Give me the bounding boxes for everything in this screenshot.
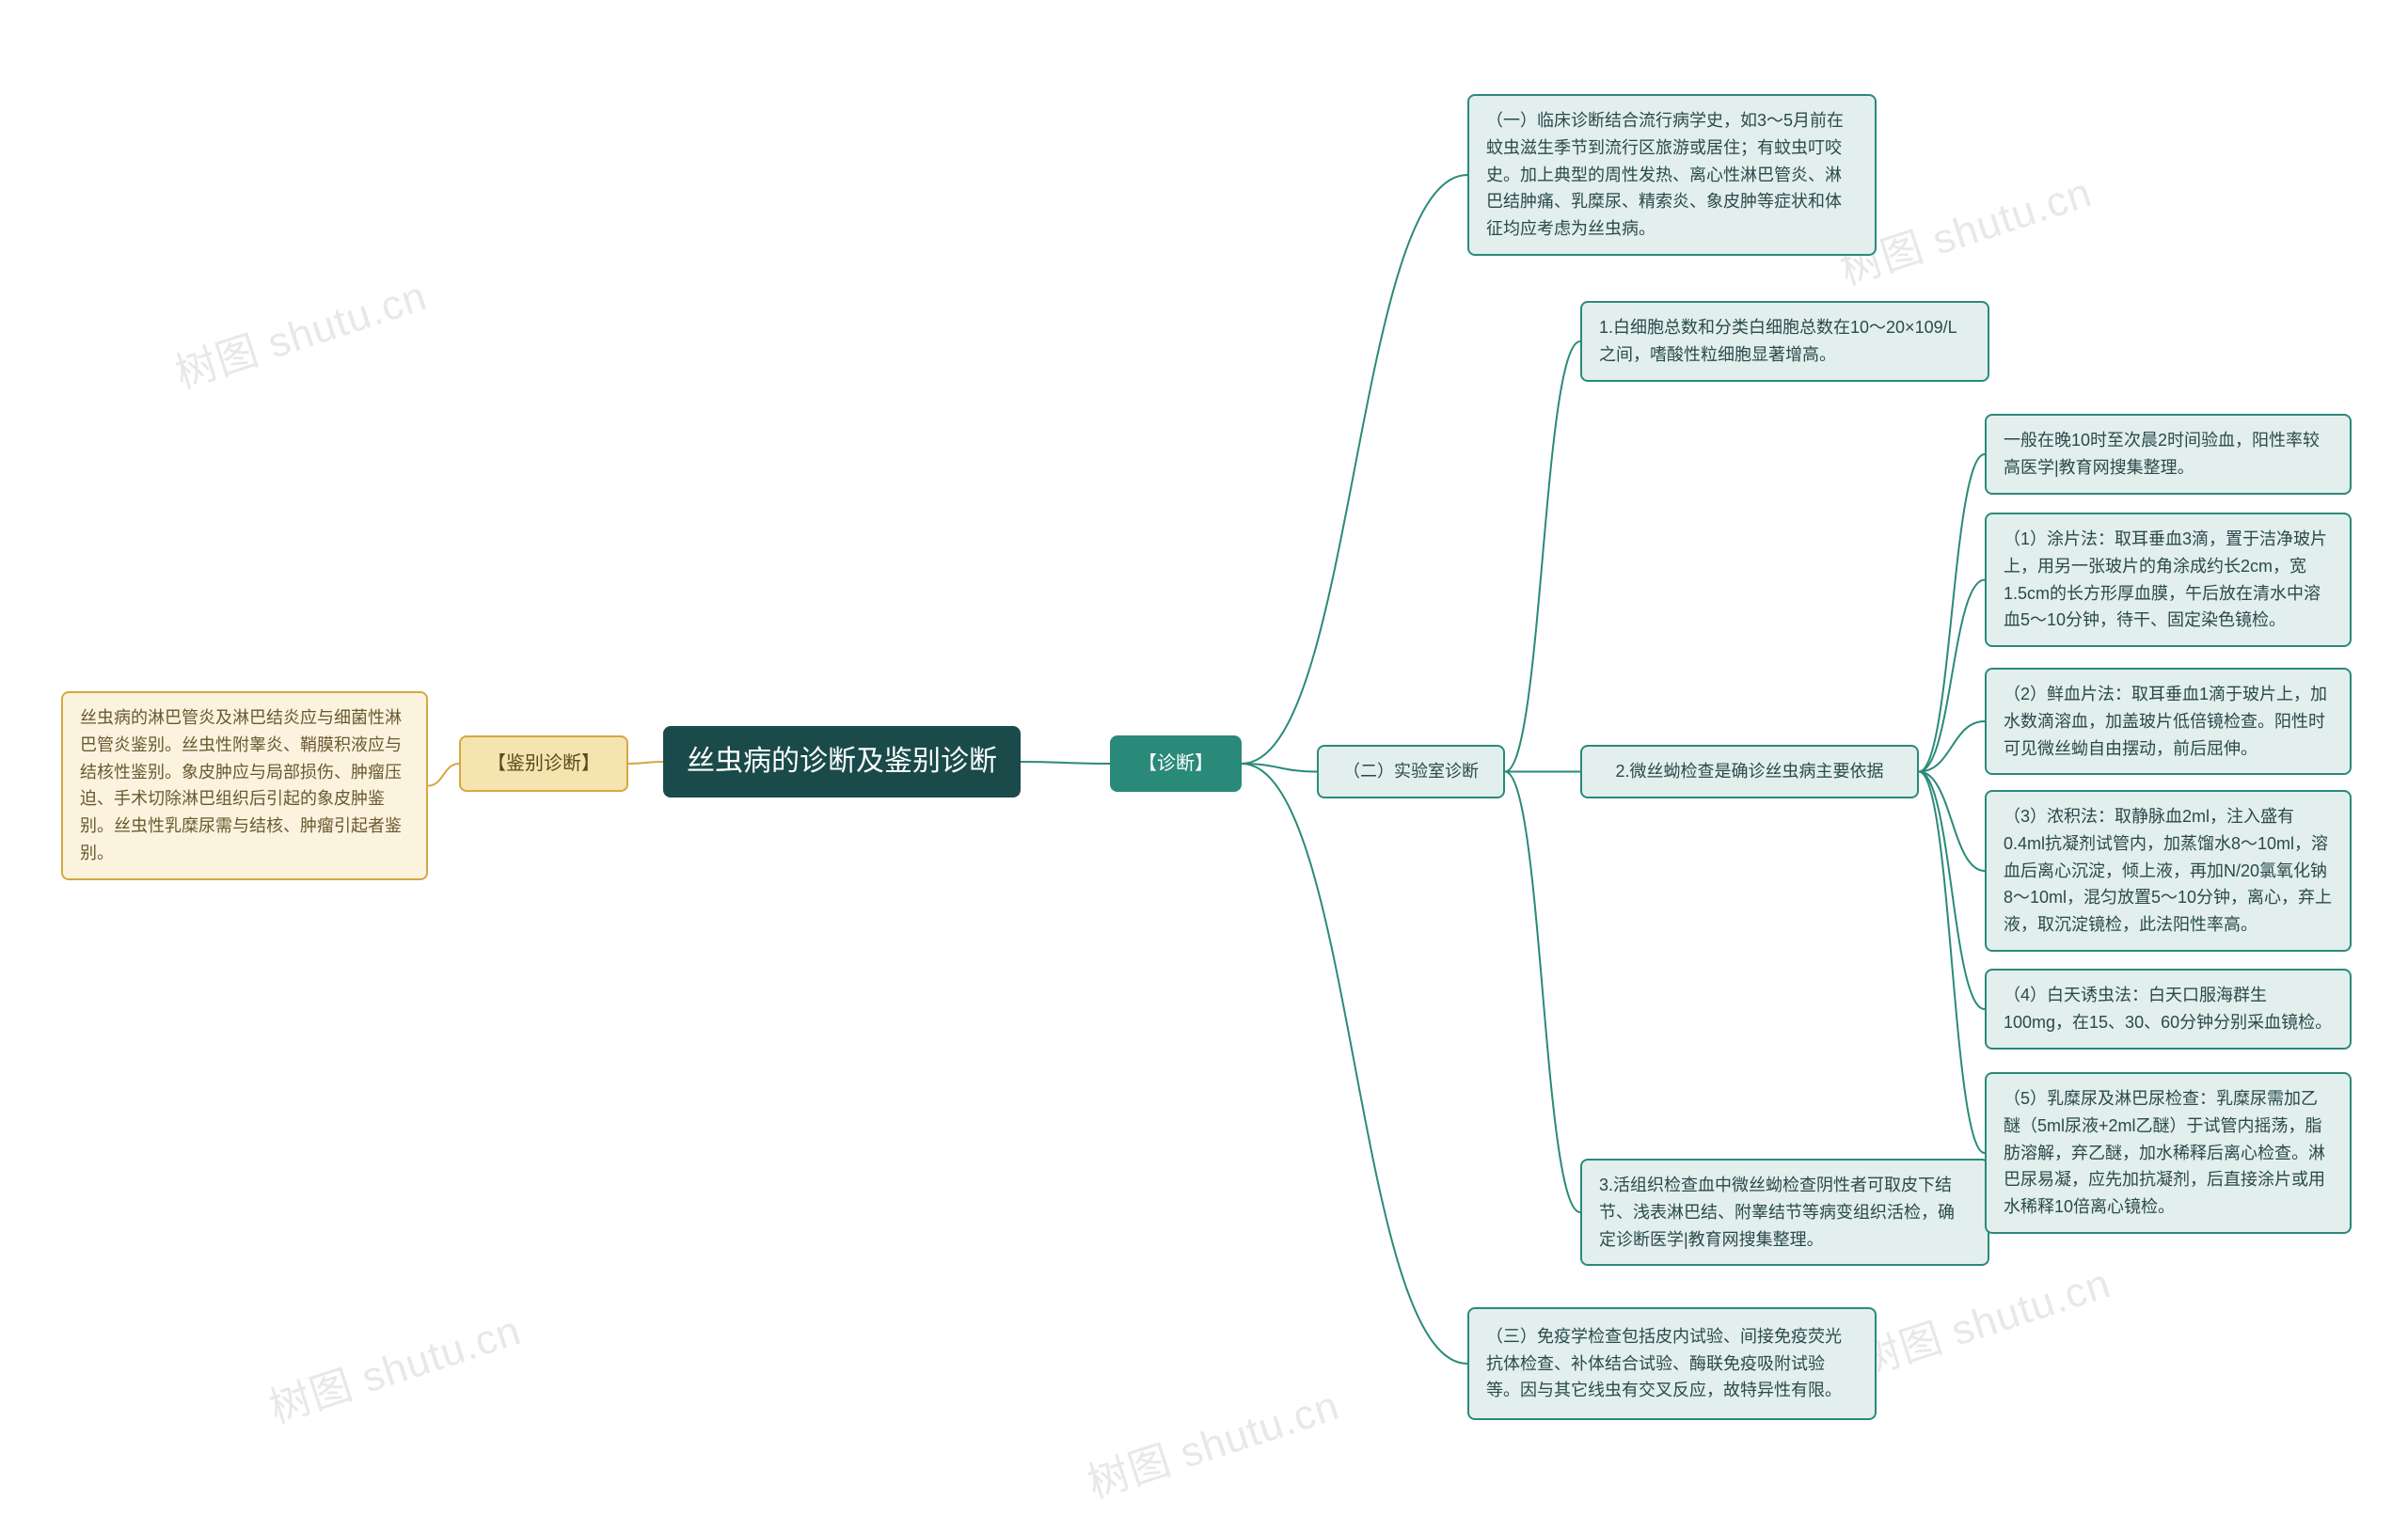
leaf-method-4[interactable]: （4）白天诱虫法：白天口服海群生100mg，在15、30、60分钟分别采血镜检。 bbox=[1985, 969, 2352, 1050]
section-diagnosis[interactable]: 【诊断】 bbox=[1110, 735, 1242, 792]
section-differential[interactable]: 【鉴别诊断】 bbox=[459, 735, 628, 792]
leaf-immuno[interactable]: （三）免疫学检查包括皮内试验、间接免疫荧光抗体检查、补体结合试验、酶联免疫吸附试… bbox=[1467, 1307, 1877, 1420]
leaf-method-2[interactable]: （2）鲜血片法：取耳垂血1滴于玻片上，加水数滴溶血，加盖玻片低倍镜检查。阳性时可… bbox=[1985, 668, 2352, 775]
watermark: 树图 shutu.cn bbox=[1079, 1372, 1346, 1510]
leaf-lab3[interactable]: 3.活组织检查血中微丝蚴检查阴性者可取皮下结节、浅表淋巴结、附睾结节等病变组织活… bbox=[1580, 1159, 1989, 1266]
leaf-lab2[interactable]: 2.微丝蚴检查是确诊丝虫病主要依据 bbox=[1580, 745, 1919, 798]
root-node[interactable]: 丝虫病的诊断及鉴别诊断 bbox=[663, 726, 1021, 798]
leaf-method-5[interactable]: （5）乳糜尿及淋巴尿检查：乳糜尿需加乙醚（5ml尿液+2ml乙醚）于试管内摇荡，… bbox=[1985, 1072, 2352, 1234]
leaf-method-0[interactable]: 一般在晚10时至次晨2时间验血，阳性率较高医学|教育网搜集整理。 bbox=[1985, 414, 2352, 495]
watermark: 树图 shutu.cn bbox=[261, 1297, 528, 1435]
watermark: 树图 shutu.cn bbox=[166, 262, 434, 401]
leaf-lab1[interactable]: 1.白细胞总数和分类白细胞总数在10～20×109/L之间，嗜酸性粒细胞显著增高… bbox=[1580, 301, 1989, 382]
leaf-differential-detail[interactable]: 丝虫病的淋巴管炎及淋巴结炎应与细菌性淋巴管炎鉴别。丝虫性附睾炎、鞘膜积液应与结核… bbox=[61, 691, 428, 880]
watermark: 树图 shutu.cn bbox=[1850, 1250, 2117, 1388]
leaf-clinical[interactable]: （一）临床诊断结合流行病学史，如3～5月前在蚊虫滋生季节到流行区旅游或居住；有蚊… bbox=[1467, 94, 1877, 256]
leaf-method-1[interactable]: （1）涂片法：取耳垂血3滴，置于洁净玻片上，用另一张玻片的角涂成约长2cm，宽1… bbox=[1985, 513, 2352, 647]
leaf-lab-section[interactable]: （二）实验室诊断 bbox=[1317, 745, 1505, 798]
leaf-method-3[interactable]: （3）浓积法：取静脉血2ml，注入盛有0.4ml抗凝剂试管内，加蒸馏水8～10m… bbox=[1985, 790, 2352, 952]
